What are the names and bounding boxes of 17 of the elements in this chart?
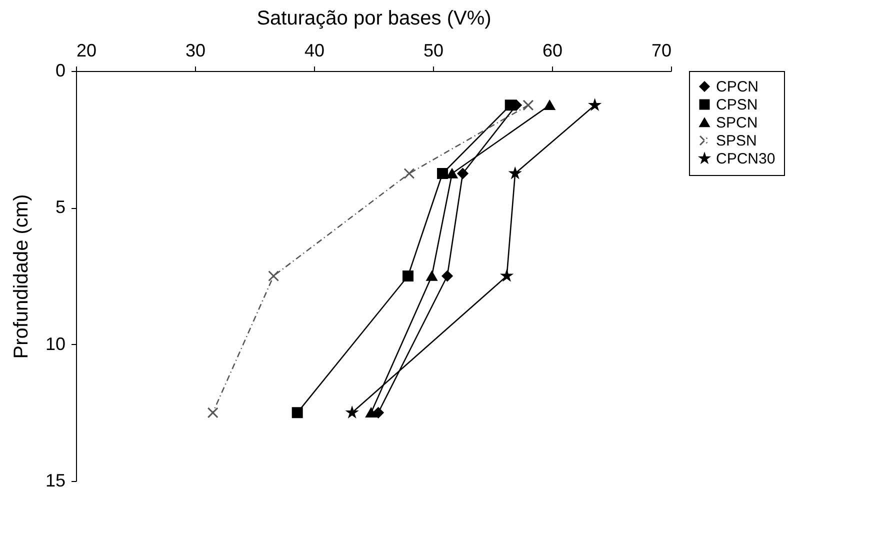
y-tick-label: 5 — [55, 197, 66, 218]
legend-label: CPCN30 — [716, 150, 776, 168]
legend-label: CPSN — [716, 96, 758, 114]
x-tick-label: 20 — [76, 40, 97, 60]
legend-label: SPCN — [716, 114, 758, 132]
x-tick-label: 30 — [185, 40, 206, 60]
legend-label: SPSN — [716, 132, 757, 150]
x-tick-label: 50 — [423, 40, 444, 60]
y-tick-label: 0 — [55, 60, 66, 80]
y-tick-label: 10 — [45, 334, 66, 354]
x-axis-title: Saturação por bases (V%) — [256, 8, 492, 30]
x-tick-label: 70 — [651, 40, 672, 60]
x-tick-label: 40 — [304, 40, 325, 60]
y-tick-label: 15 — [45, 470, 66, 490]
x-tick-label: 60 — [542, 40, 563, 60]
y-axis-title: Profundidade (cm) — [10, 194, 32, 359]
legend-label: CPCN — [716, 78, 759, 96]
